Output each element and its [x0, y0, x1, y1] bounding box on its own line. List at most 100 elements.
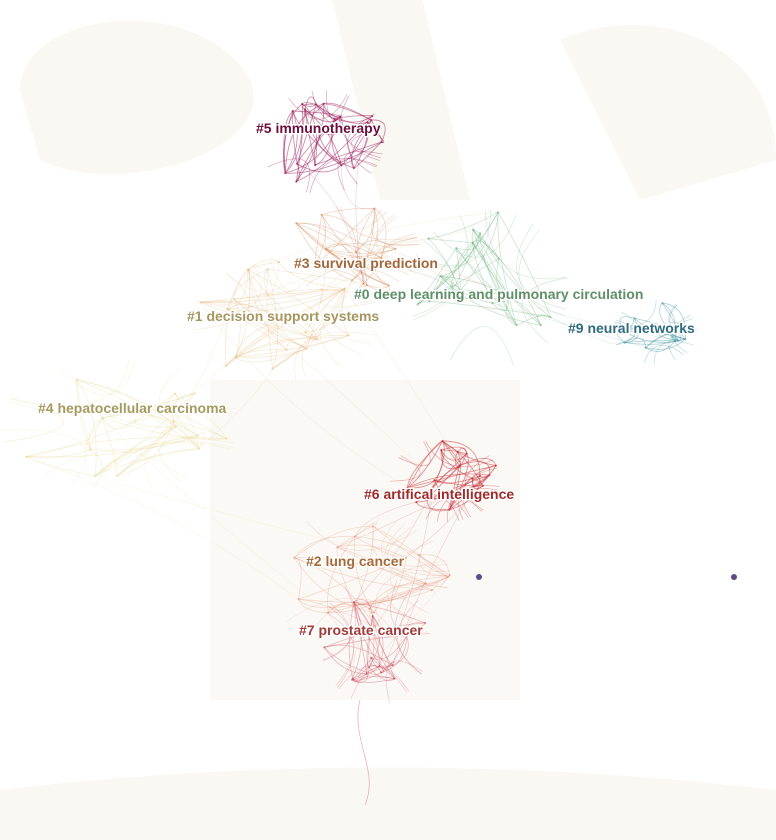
cluster-arc [613, 311, 637, 331]
cluster-edge [200, 288, 345, 303]
cluster-edge [94, 426, 176, 477]
cluster-edge [337, 526, 374, 548]
cluster-node [441, 439, 444, 443]
cluster-arc [376, 216, 413, 271]
cluster-edge [325, 248, 382, 259]
cluster-node [405, 634, 408, 637]
cluster-node [343, 287, 346, 290]
inter-cluster-edge [227, 229, 474, 310]
cluster-edge [351, 208, 375, 281]
cluster-edge [341, 121, 369, 166]
cluster-node [271, 367, 274, 370]
cluster-edge [234, 289, 322, 300]
cluster-node [350, 279, 354, 282]
cluster-node [371, 114, 374, 118]
cluster-arc [390, 580, 430, 635]
cluster-arc [669, 304, 697, 330]
cluster-edge [428, 274, 444, 302]
cluster-node [197, 447, 200, 450]
inter-cluster-edge [405, 465, 497, 559]
cluster-node [295, 222, 298, 225]
cluster-edge [442, 440, 460, 466]
cluster-label-prostate-cancer[interactable]: #7 prostate cancer [298, 621, 425, 640]
cluster-arc [344, 151, 383, 185]
cluster-node [440, 449, 443, 452]
isolated-node[interactable] [731, 574, 737, 580]
cluster-edge [26, 436, 227, 458]
cluster-edge [449, 474, 490, 510]
inter-cluster-edge [344, 288, 460, 466]
cluster-node [353, 535, 356, 538]
cluster-edge [426, 499, 450, 512]
cluster-edge [662, 302, 686, 340]
cluster-arc [320, 272, 376, 308]
cluster-edge [428, 211, 499, 239]
cluster-edge [645, 333, 679, 349]
cluster-edge [380, 661, 395, 673]
inter-cluster-edge [327, 612, 393, 666]
cluster-label-survival-prediction[interactable]: #3 survival prediction [293, 254, 440, 273]
inter-cluster-edge [200, 302, 428, 500]
cluster-arc [191, 272, 250, 331]
isolated-node[interactable] [476, 574, 482, 580]
cluster-node [305, 347, 308, 350]
cluster-edge [233, 298, 241, 358]
cluster-edge [272, 288, 346, 370]
cluster-label-lung-cancer[interactable]: #2 lung cancer [305, 552, 407, 571]
cluster-arc [614, 299, 657, 326]
cluster-node [456, 450, 459, 454]
cluster-arc [381, 521, 450, 572]
cluster-edge [305, 288, 346, 333]
cluster-edge [373, 576, 449, 613]
cluster-node [324, 248, 327, 251]
cluster-edge [434, 479, 483, 487]
cluster-node [623, 341, 626, 344]
cluster-edge [358, 260, 366, 268]
cluster-edge [372, 615, 384, 667]
cluster-edge [368, 665, 382, 673]
cluster-edge [76, 379, 97, 477]
cluster-arc [410, 270, 451, 321]
cluster-edge [645, 338, 686, 350]
cluster-node [471, 241, 474, 244]
cluster-edge [324, 644, 393, 666]
cluster-label-decision-support[interactable]: #1 decision support systems [186, 307, 381, 326]
cluster-label-neural-networks[interactable]: #9 neural networks [567, 319, 697, 338]
cluster-node [347, 334, 350, 337]
inter-cluster-edge [321, 289, 493, 304]
cluster-arc [338, 665, 408, 694]
cluster-edge [355, 602, 372, 610]
cluster-edge [169, 407, 227, 440]
cluster-edge [227, 269, 249, 310]
cluster-label-artificial-intelligence[interactable]: #6 artifical intelligence [363, 485, 516, 504]
cluster-edge [356, 208, 375, 266]
cluster-edge [623, 331, 686, 343]
cluster-edge [371, 119, 386, 143]
cluster-edge [314, 141, 382, 166]
cluster-node [358, 264, 361, 267]
cluster-label-hepatocellular-carcinoma[interactable]: #4 hepatocellular carcinoma [37, 399, 229, 418]
cluster-edge [327, 536, 356, 613]
cluster-edge [374, 557, 407, 627]
cluster-arc [347, 113, 375, 174]
cluster-node [661, 302, 664, 305]
cluster-edge [369, 606, 377, 613]
cluster-node [427, 237, 430, 240]
cluster-edge [455, 247, 505, 297]
cluster-edge [415, 501, 450, 511]
cluster-arc [337, 158, 377, 191]
cluster-edge [407, 440, 443, 489]
watermark-shape [332, 0, 470, 200]
cluster-edge [224, 269, 250, 367]
cluster-edge [291, 110, 298, 164]
cluster-edge [135, 393, 176, 422]
cluster-edge [248, 269, 349, 336]
cluster-arc [159, 368, 236, 413]
cluster-node [89, 448, 92, 451]
cluster-node [316, 338, 319, 341]
cluster-label-deep-learning[interactable]: #0 deep learning and pulmonary circulati… [353, 285, 645, 304]
cluster-label-immunotherapy[interactable]: #5 immunotherapy [255, 119, 383, 138]
cluster-edge [295, 222, 389, 286]
cluster-edge [281, 318, 319, 340]
cluster-edge [169, 407, 200, 449]
